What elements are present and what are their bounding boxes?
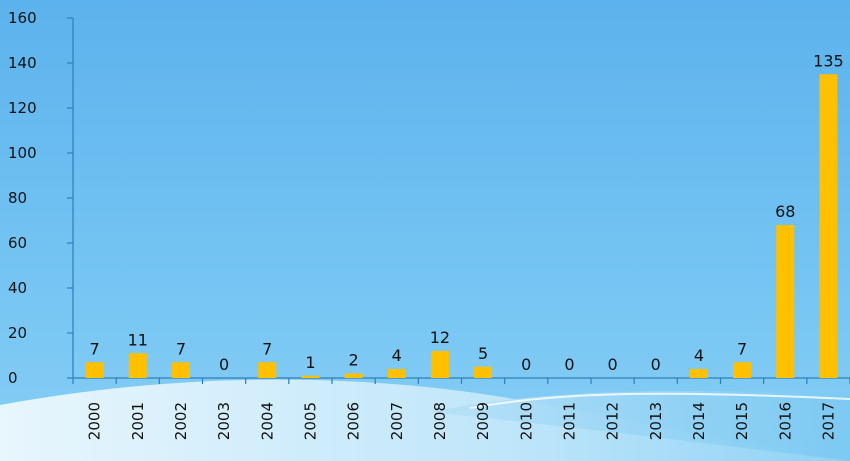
bar: [171, 362, 190, 378]
x-category-label: 2017: [819, 402, 837, 440]
data-label: 0: [651, 355, 661, 374]
bar: [819, 74, 838, 378]
x-category-label: 2012: [604, 402, 622, 440]
x-category-label: 2011: [560, 402, 578, 440]
x-category-label: 2013: [647, 402, 665, 440]
x-category-label: 2015: [733, 402, 751, 440]
x-category-label: 2014: [690, 402, 708, 440]
data-label: 1: [305, 353, 315, 372]
y-tick-label: 120: [8, 99, 37, 117]
x-category-label: 2010: [517, 402, 535, 440]
bar: [85, 362, 104, 378]
data-label: 7: [89, 339, 99, 358]
x-category-label: 2004: [258, 402, 276, 440]
bar: [474, 366, 493, 378]
data-label: 135: [813, 51, 844, 70]
x-category-label: 2009: [474, 402, 492, 440]
data-label: 0: [564, 355, 574, 374]
background-swoosh-line: [469, 392, 850, 409]
y-tick-label: 20: [8, 324, 27, 342]
y-tick-label: 100: [8, 144, 37, 162]
data-label: 2: [348, 351, 358, 370]
x-category-label: 2000: [86, 402, 104, 440]
data-label: 7: [262, 339, 272, 358]
bar: [776, 225, 795, 378]
bar: [733, 362, 752, 378]
x-category-label: 2016: [776, 402, 794, 440]
x-category-label: 2006: [345, 402, 363, 440]
x-category-label: 2008: [431, 402, 449, 440]
x-category-label: 2002: [172, 402, 190, 440]
bar: [387, 369, 406, 378]
data-label: 68: [775, 202, 795, 221]
y-tick-label: 80: [8, 189, 27, 207]
x-category-label: 2007: [388, 402, 406, 440]
data-label: 0: [521, 355, 531, 374]
bar: [258, 362, 277, 378]
data-label: 7: [176, 339, 186, 358]
bar: [128, 353, 147, 378]
background-swoosh: [0, 379, 850, 461]
data-label: 11: [128, 330, 148, 349]
bar: [301, 375, 320, 378]
chart-labels: 0204060801001201401607200011200172002020…: [8, 9, 844, 440]
y-tick-label: 60: [8, 234, 27, 252]
y-tick-label: 0: [8, 369, 18, 387]
y-tick-label: 160: [8, 9, 37, 27]
data-label: 12: [430, 328, 450, 347]
chart-axes: [67, 17, 850, 384]
data-label: 0: [219, 355, 229, 374]
bar: [344, 373, 363, 378]
data-label: 7: [737, 339, 747, 358]
y-tick-label: 140: [8, 54, 37, 72]
background-swoosh-accent: [430, 390, 850, 461]
data-label: 4: [392, 346, 402, 365]
bar: [430, 351, 449, 378]
bar: [689, 369, 708, 378]
x-category-label: 2005: [301, 402, 319, 440]
y-tick-label: 40: [8, 279, 27, 297]
chart-bars: [85, 74, 838, 378]
data-label: 4: [694, 346, 704, 365]
data-label: 0: [607, 355, 617, 374]
x-category-label: 2003: [215, 402, 233, 440]
x-category-label: 2001: [129, 402, 147, 440]
data-label: 5: [478, 344, 488, 363]
